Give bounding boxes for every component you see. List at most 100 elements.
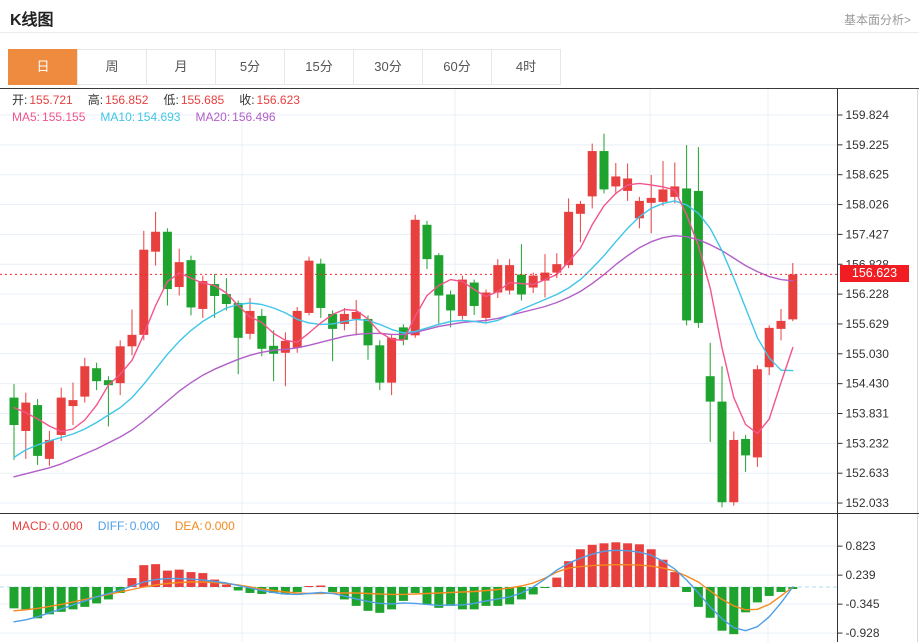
candle-body	[316, 263, 326, 308]
macd-hist-bar	[221, 584, 231, 587]
macd-hist-bar	[351, 587, 361, 606]
candle-body	[33, 405, 43, 456]
candle-body	[56, 397, 66, 435]
candle-body	[705, 376, 715, 402]
tab-30分[interactable]: 30分	[353, 49, 423, 85]
candle-body	[717, 401, 727, 503]
candle-body	[410, 219, 420, 336]
tab-周[interactable]: 周	[77, 49, 147, 85]
y-axis-label: 159.225	[846, 138, 890, 152]
tab-5分[interactable]: 5分	[215, 49, 285, 85]
candle-body	[68, 400, 78, 407]
macd-legend-row: MACD: 0.000 DIFF: 0.000 DEA: 0.000	[12, 519, 235, 533]
macd-hist-bar	[682, 587, 692, 592]
candle-body	[115, 346, 125, 384]
macd-hist-bar	[9, 587, 19, 609]
macd-hist-bar	[410, 587, 420, 593]
header-divider	[0, 32, 919, 33]
ma-legend-row: MA5: 155.155 MA10: 154.693 MA20: 156.496	[12, 110, 276, 124]
macd-hist-bar	[80, 587, 90, 607]
candle-body	[198, 281, 208, 309]
macd-hist-bar	[375, 587, 385, 613]
macd-hist-bar	[304, 586, 314, 588]
candle-body	[564, 211, 574, 266]
candle-body	[292, 310, 302, 348]
y-axis-label: 155.030	[846, 347, 890, 361]
candle-body	[245, 310, 255, 334]
dea-line	[13, 564, 794, 612]
candle-body	[257, 315, 267, 349]
current-price-tag: 156.623	[840, 265, 909, 282]
macd-hist-bar	[151, 564, 161, 587]
macd-hist-bar	[68, 587, 78, 610]
candle-body	[752, 369, 762, 458]
y-axis-label: 155.629	[846, 317, 890, 331]
legend-item: MA5: 155.155	[12, 110, 86, 124]
candle-body	[528, 275, 538, 288]
macd-hist-bar	[481, 587, 491, 606]
macd-hist-bar	[717, 587, 727, 631]
tab-15分[interactable]: 15分	[284, 49, 354, 85]
candle-body	[363, 318, 373, 346]
candle-body	[339, 313, 349, 324]
candle-body	[103, 380, 113, 386]
y-axis-label: 158.625	[846, 168, 890, 182]
macd-hist-bar	[528, 587, 538, 595]
tab-4时[interactable]: 4时	[491, 49, 561, 85]
macd-hist-bar	[280, 587, 290, 595]
candle-body	[587, 151, 597, 197]
macd-hist-bar	[552, 577, 562, 587]
candle-body	[351, 311, 361, 319]
macd-axis-label: 0.823	[846, 539, 876, 553]
macd-hist-bar	[670, 572, 680, 587]
main-candlestick-chart[interactable]: 159.824159.225158.625158.026157.427156.8…	[0, 89, 919, 514]
y-axis-label: 153.831	[846, 407, 890, 421]
macd-hist-bar	[764, 587, 774, 596]
macd-hist-bar	[127, 578, 137, 587]
candle-body	[776, 320, 786, 329]
candle-body	[505, 265, 515, 291]
ohlc-legend-row: 开: 155.721 高: 156.852 低: 155.685 收: 156.623	[12, 91, 300, 108]
macd-hist-bar	[210, 579, 220, 587]
candle-body	[693, 190, 703, 323]
candle-body	[788, 274, 798, 320]
candle-body	[375, 345, 385, 383]
macd-hist-bar	[646, 549, 656, 587]
macd-hist-bar	[658, 559, 668, 587]
y-axis-label: 152.033	[846, 496, 890, 510]
macd-hist-bar	[328, 587, 338, 592]
macd-hist-bar	[741, 587, 751, 613]
candle-body	[174, 262, 184, 288]
legend-item: 低: 155.685	[163, 93, 225, 107]
candle-body	[387, 337, 397, 383]
legend-item: 高: 156.852	[87, 93, 149, 107]
tab-日[interactable]: 日	[8, 49, 78, 85]
y-axis-label: 154.430	[846, 377, 890, 391]
macd-axis-label: 0.239	[846, 568, 876, 582]
candle-body	[127, 334, 137, 347]
candle-body	[21, 402, 31, 431]
macd-hist-bar	[752, 587, 762, 603]
legend-item: MACD: 0.000	[12, 519, 83, 533]
ma5-line	[13, 182, 794, 435]
candle-body	[151, 231, 161, 252]
macd-hist-bar	[44, 587, 54, 615]
macd-hist-bar	[776, 587, 786, 592]
tab-60分[interactable]: 60分	[422, 49, 492, 85]
candle-body	[682, 188, 692, 321]
candle-body	[422, 224, 432, 260]
candle-body	[221, 294, 231, 304]
macd-hist-bar	[493, 587, 503, 606]
macd-hist-bar	[292, 587, 302, 592]
candle-body	[233, 302, 243, 338]
page-title: K线图	[10, 12, 54, 29]
tab-月[interactable]: 月	[146, 49, 216, 85]
fundamental-analysis-link[interactable]: 基本面分析>	[843, 13, 911, 27]
candle-body	[280, 340, 290, 353]
candle-body	[162, 231, 172, 290]
candle-body	[729, 439, 739, 503]
macd-panel-chart[interactable]: 0.823 0.239 -0.345 -0.928	[0, 514, 919, 642]
y-axis-label: 152.633	[846, 466, 890, 480]
y-axis-label: 157.427	[846, 227, 890, 241]
